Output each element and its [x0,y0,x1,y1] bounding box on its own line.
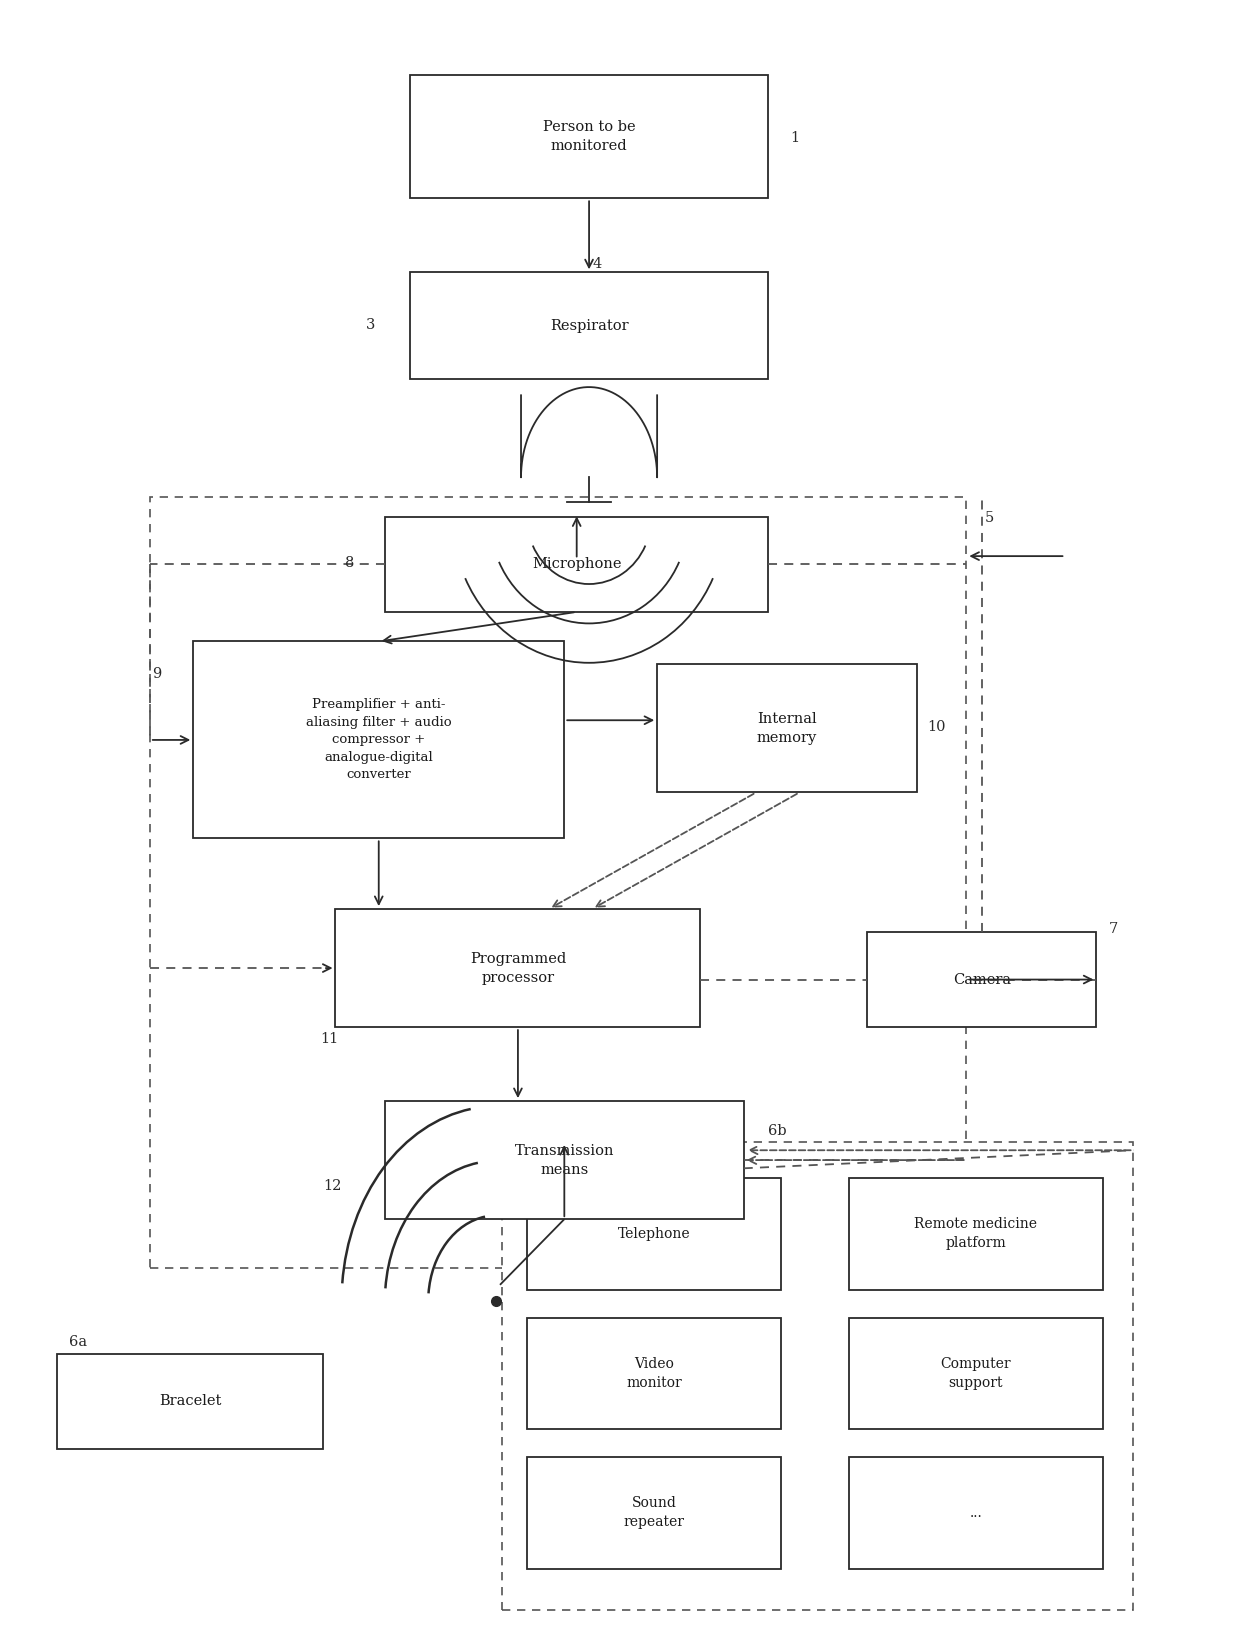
Polygon shape [521,386,657,477]
Text: 12: 12 [324,1179,341,1194]
Bar [849,1179,1102,1291]
Text: Telephone: Telephone [618,1226,691,1241]
Text: Computer
support: Computer support [940,1356,1011,1389]
Bar [527,1457,781,1568]
Bar [657,664,916,792]
Text: 7: 7 [1109,922,1118,935]
Text: Programmed
processor: Programmed processor [470,952,565,985]
Text: 6b: 6b [769,1123,787,1138]
Text: 10: 10 [926,720,945,733]
Text: Preamplifier + anti-
aliasing filter + audio
compressor +
analogue-digital
conve: Preamplifier + anti- aliasing filter + a… [306,699,451,781]
Bar [57,1353,324,1448]
Text: 4: 4 [593,256,603,271]
Text: Sound
repeater: Sound repeater [624,1496,684,1529]
Bar [409,273,769,378]
Text: 11: 11 [321,1032,339,1046]
Text: Respirator: Respirator [549,319,629,332]
Text: Video
monitor: Video monitor [626,1356,682,1389]
Bar [527,1179,781,1291]
Bar [849,1317,1102,1429]
Text: Bracelet: Bracelet [159,1394,221,1409]
Bar [384,516,769,612]
Bar [384,1101,744,1220]
Text: 3: 3 [366,317,376,332]
Text: Transmission
means: Transmission means [515,1144,614,1177]
Bar [527,1317,781,1429]
Text: Camera: Camera [952,973,1011,986]
Text: Remote medicine
platform: Remote medicine platform [914,1218,1037,1251]
Text: 5: 5 [985,511,994,526]
Bar [868,932,1096,1028]
Bar [849,1457,1102,1568]
Text: Microphone: Microphone [532,557,621,572]
Bar [502,1143,1133,1609]
Text: 1: 1 [791,130,800,145]
Bar [409,76,769,199]
Bar [336,909,701,1028]
Text: Person to be
monitored: Person to be monitored [543,120,635,153]
Text: 6a: 6a [69,1335,88,1350]
Text: Internal
memory: Internal memory [756,712,817,745]
Text: 9: 9 [153,667,161,681]
Text: ...: ... [970,1506,982,1521]
Text: 8: 8 [345,556,355,570]
Bar [193,641,564,838]
Bar [150,496,966,1269]
